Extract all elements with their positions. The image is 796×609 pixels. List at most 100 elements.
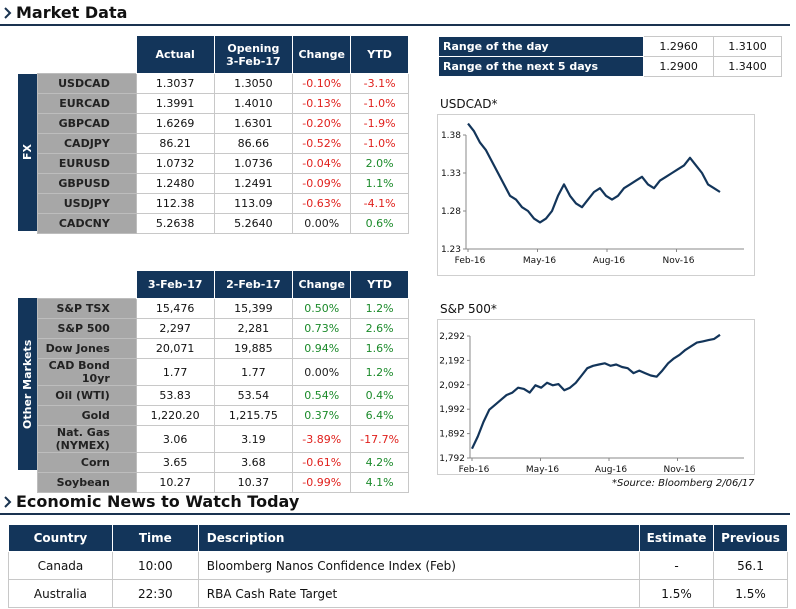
- fx-opening: 1.6301: [213, 113, 294, 134]
- market-ytd: 4.2%: [350, 452, 409, 473]
- market-change: 0.54%: [292, 385, 352, 406]
- other-markets-table: 3-Feb-17 2-Feb-17 Change YTD S&P TSX 15,4…: [37, 270, 409, 493]
- fx-change: -0.13%: [292, 93, 352, 114]
- market-value-today: 15,476: [135, 298, 215, 319]
- usdcad-chart-title: USDCAD*: [440, 97, 498, 111]
- market-value-today: 1,220.20: [135, 405, 215, 426]
- market-change: 0.37%: [292, 405, 352, 426]
- fx-actual: 1.2480: [135, 173, 215, 194]
- market-row: S&P TSX 15,476 15,399 0.50% 1.2%: [37, 298, 409, 319]
- fx-side-label: FX: [18, 74, 37, 231]
- fx-ytd: -4.1%: [350, 193, 409, 214]
- market-name: Nat. Gas (NYMEX): [37, 425, 137, 453]
- fx-opening: 1.3050: [213, 73, 294, 94]
- market-change: 0.94%: [292, 338, 352, 359]
- fx-opening: 1.4010: [213, 93, 294, 114]
- fx-actual: 1.0732: [135, 153, 215, 174]
- news-time: 22:30: [111, 579, 199, 608]
- other-header-ytd: YTD: [350, 270, 409, 299]
- range-table: Range of the day 1.2960 1.3100 Range of …: [437, 36, 782, 77]
- market-ytd: 1.2%: [350, 358, 409, 386]
- market-row: Soybean 10.27 10.37 -0.99% 4.1%: [37, 472, 409, 493]
- chevron-right-icon: [4, 7, 12, 19]
- fx-change: -0.10%: [292, 73, 352, 94]
- y-tick-label: 2,192: [439, 356, 465, 366]
- other-header-date2: 2-Feb-17: [213, 270, 294, 299]
- market-row: CAD Bond 10yr 1.77 1.77 0.00% 1.2%: [37, 358, 409, 386]
- market-ytd: 0.4%: [350, 385, 409, 406]
- market-change: -0.99%: [292, 472, 352, 493]
- sp500-chart-title: S&P 500*: [440, 302, 497, 316]
- x-tick-label: Nov-16: [663, 465, 695, 474]
- fx-actual: 86.21: [135, 133, 215, 154]
- y-tick-label: 2,292: [439, 332, 465, 342]
- market-value-prev: 1.77: [213, 358, 294, 386]
- market-row: S&P 500 2,297 2,281 0.73% 2.6%: [37, 318, 409, 339]
- range-5day-high: 1.3400: [713, 56, 782, 77]
- fx-change: -0.63%: [292, 193, 352, 214]
- x-tick-label: Feb-16: [455, 256, 486, 266]
- fx-header-change: Change: [292, 35, 352, 74]
- market-ytd: 2.6%: [350, 318, 409, 339]
- fx-pair: GBPUSD: [37, 173, 137, 194]
- market-name: Oil (WTI): [37, 385, 137, 406]
- market-name: CAD Bond 10yr: [37, 358, 137, 386]
- fx-ytd: -3.1%: [350, 73, 409, 94]
- fx-opening: 113.09: [213, 193, 294, 214]
- fx-pair: EURCAD: [37, 93, 137, 114]
- market-value-prev: 3.68: [213, 452, 294, 473]
- fx-actual: 1.3037: [135, 73, 215, 94]
- range-day-low: 1.2960: [643, 36, 715, 57]
- fx-row: CADJPY 86.21 86.66 -0.52% -1.0%: [37, 133, 409, 154]
- fx-actual: 1.6269: [135, 113, 215, 134]
- market-value-today: 10.27: [135, 472, 215, 493]
- market-value-today: 53.83: [135, 385, 215, 406]
- series-line: [471, 333, 721, 450]
- range-day-label: Range of the day: [437, 36, 645, 57]
- fx-ytd: -1.9%: [350, 113, 409, 134]
- fx-change: -0.04%: [292, 153, 352, 174]
- y-tick-label: 1.33: [441, 169, 461, 179]
- fx-pair: USDJPY: [37, 193, 137, 214]
- news-previous: 56.1: [713, 551, 788, 580]
- range-day-high: 1.3100: [713, 36, 782, 57]
- y-tick-label: 1.38: [441, 131, 461, 141]
- market-name: S&P 500: [37, 318, 137, 339]
- market-change: 0.00%: [292, 358, 352, 386]
- source-note: *Source: Bloomberg 2/06/17: [612, 478, 755, 489]
- market-row: Dow Jones 20,071 19,885 0.94% 1.6%: [37, 338, 409, 359]
- y-tick-label: 2,092: [439, 381, 465, 391]
- fx-ytd: 2.0%: [350, 153, 409, 174]
- news-description: Bloomberg Nanos Confidence Index (Feb): [197, 551, 641, 580]
- fx-opening: 86.66: [213, 133, 294, 154]
- fx-row: GBPUSD 1.2480 1.2491 -0.09% 1.1%: [37, 173, 409, 194]
- market-name: Corn: [37, 452, 137, 473]
- market-value-today: 3.06: [135, 425, 215, 453]
- fx-opening: 1.2491: [213, 173, 294, 194]
- y-tick-label: 1,892: [439, 430, 465, 440]
- y-tick-label: 1.28: [441, 207, 461, 217]
- x-tick-label: May-16: [523, 256, 556, 266]
- market-ytd: 6.4%: [350, 405, 409, 426]
- fx-actual: 5.2638: [135, 213, 215, 234]
- fx-ytd: -1.0%: [350, 93, 409, 114]
- news-header-time: Time: [111, 524, 199, 552]
- news-estimate: -: [639, 551, 714, 580]
- market-value-prev: 1,215.75: [213, 405, 294, 426]
- market-change: -0.61%: [292, 452, 352, 473]
- fx-row: GBPCAD 1.6269 1.6301 -0.20% -1.9%: [37, 113, 409, 134]
- usdcad-chart: 1.38 1.33 1.28 1.23 Feb-16 May-16 Aug-16 Nov-16: [437, 114, 755, 276]
- y-tick-label: 1.23: [441, 245, 461, 255]
- news-header-previous: Previous: [713, 524, 788, 552]
- news-header-description: Description: [197, 524, 641, 552]
- fx-table: Actual Opening 3-Feb-17 Change YTD USDCAD…: [37, 35, 409, 234]
- fx-opening: 1.0736: [213, 153, 294, 174]
- fx-pair: GBPCAD: [37, 113, 137, 134]
- fx-header-opening: Opening 3-Feb-17: [213, 35, 294, 74]
- market-value-prev: 10.37: [213, 472, 294, 493]
- market-row: Nat. Gas (NYMEX) 3.06 3.19 -3.89% -17.7%: [37, 425, 409, 453]
- x-tick-label: Nov-16: [662, 256, 694, 266]
- market-name: Gold: [37, 405, 137, 426]
- fx-row: EURCAD 1.3991 1.4010 -0.13% -1.0%: [37, 93, 409, 114]
